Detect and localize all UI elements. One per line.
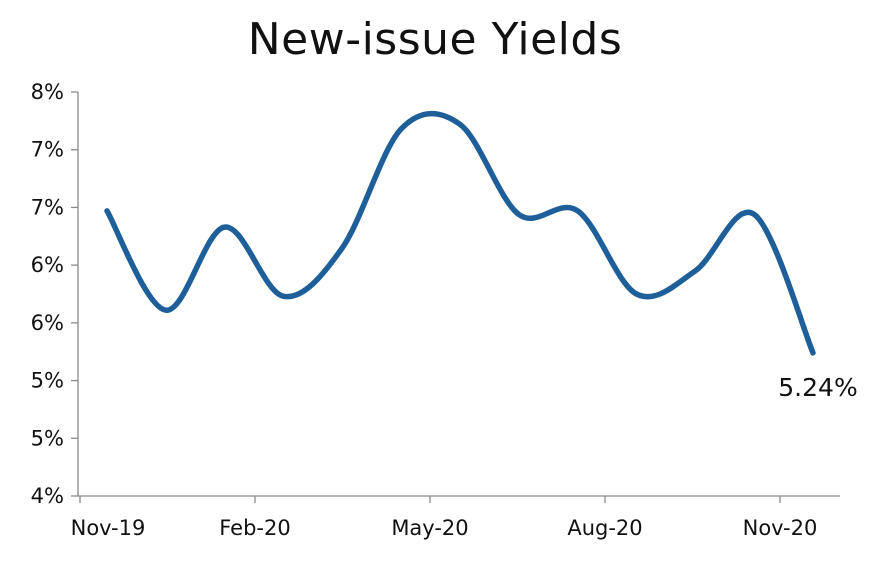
- series-line: [104, 110, 816, 356]
- x-tick-label: Nov-20: [743, 516, 818, 540]
- axes: [77, 92, 840, 497]
- y-tick-label: 8%: [31, 80, 64, 104]
- x-tick-label: Feb-20: [219, 516, 290, 540]
- x-tick-label: May-20: [391, 516, 468, 540]
- y-tick-label: 5%: [31, 369, 64, 393]
- end-value-label: 5.24%: [778, 373, 857, 402]
- y-tick-label: 7%: [31, 195, 64, 219]
- x-tick-label: Aug-20: [567, 516, 642, 540]
- x-tick-label: Nov-19: [71, 516, 146, 540]
- series-layer: [104, 110, 816, 356]
- y-tick-label: 7%: [31, 138, 64, 162]
- chart-title: New-issue Yields: [247, 14, 623, 65]
- x-axis-ticks: Nov-19 Feb-20 May-20 Aug-20 Nov-20: [71, 496, 818, 540]
- y-axis-ticks: 4% 5% 5% 6% 6% 7% 7% 8%: [31, 80, 78, 508]
- y-tick-label: 4%: [31, 484, 64, 508]
- y-tick-label: 6%: [31, 311, 64, 335]
- y-tick-label: 5%: [31, 426, 64, 450]
- y-tick-label: 6%: [31, 253, 64, 277]
- labels-layer: 5.24%: [778, 373, 857, 402]
